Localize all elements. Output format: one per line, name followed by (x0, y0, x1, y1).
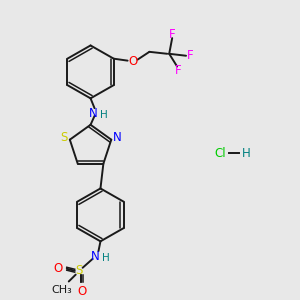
Text: N: N (91, 250, 100, 262)
Text: O: O (128, 55, 137, 68)
Text: H: H (101, 253, 109, 263)
Text: Cl: Cl (214, 147, 226, 160)
Text: H: H (242, 147, 251, 160)
Text: S: S (60, 131, 68, 144)
Text: N: N (113, 131, 122, 144)
Text: S: S (75, 264, 82, 277)
Text: O: O (77, 285, 86, 298)
Text: F: F (175, 64, 181, 77)
Text: N: N (89, 106, 98, 119)
Text: F: F (187, 49, 193, 62)
Text: H: H (100, 110, 107, 120)
Text: O: O (53, 262, 62, 275)
Text: CH₃: CH₃ (51, 285, 72, 295)
Text: F: F (169, 28, 175, 41)
